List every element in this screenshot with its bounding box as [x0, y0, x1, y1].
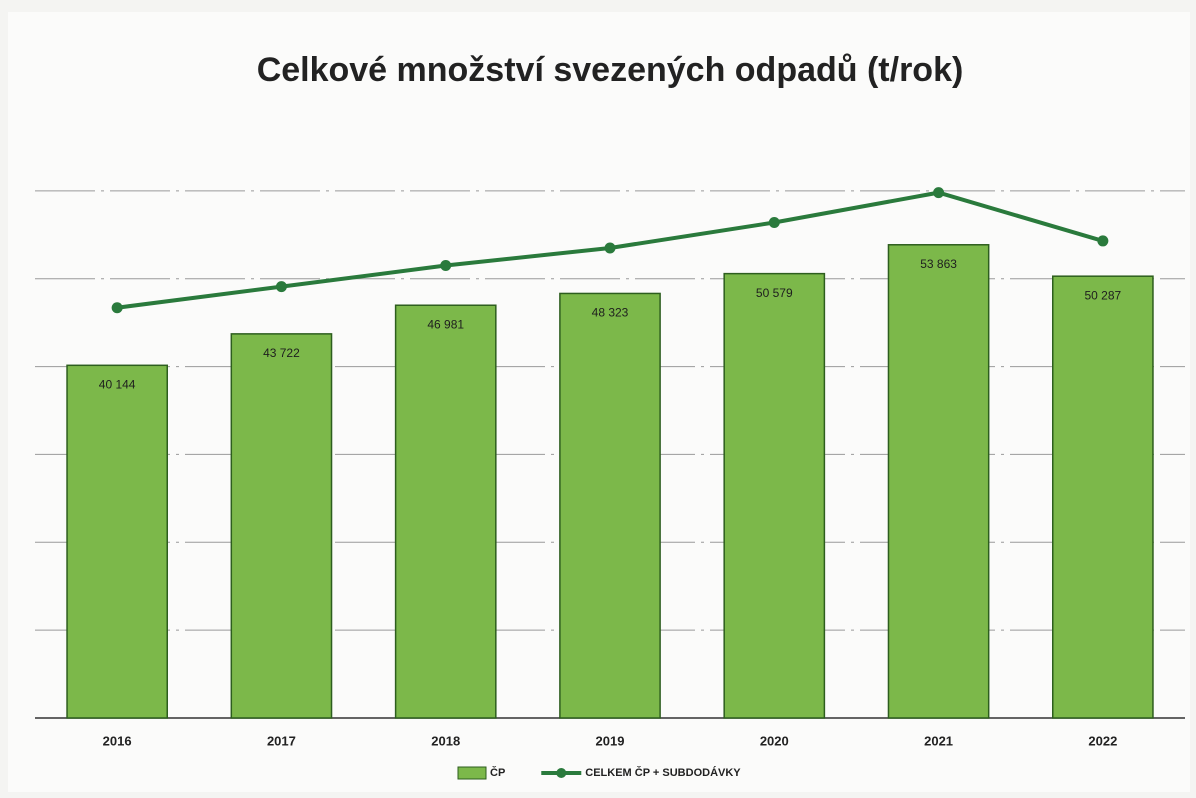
- x-tick-label: 2016: [103, 733, 132, 748]
- line-marker: [440, 260, 452, 272]
- data-label: 48 323: [592, 306, 629, 320]
- legend-swatch: [556, 768, 567, 778]
- bar: [887, 244, 990, 719]
- chart-title: Celkové množství svezených odpadů (t/rok…: [257, 51, 964, 89]
- line-marker: [933, 187, 945, 199]
- line-marker: [768, 216, 780, 228]
- bar: [1052, 275, 1154, 719]
- data-label: 53 863: [920, 257, 957, 271]
- line-marker: [275, 281, 287, 293]
- line-marker: [604, 242, 616, 254]
- x-tick-label: 2021: [924, 733, 953, 748]
- bar: [394, 304, 497, 719]
- legend-label: CELKEM ČP + SUBDODÁVKY: [585, 766, 741, 779]
- bar: [66, 364, 168, 719]
- bar: [723, 272, 826, 719]
- x-tick-label: 2017: [267, 733, 296, 748]
- data-label: 46 981: [427, 317, 464, 331]
- legend-swatch: [457, 766, 487, 780]
- bar: [230, 333, 333, 719]
- x-tick-label: 2022: [1088, 733, 1117, 748]
- line-marker: [111, 302, 123, 314]
- data-label: 50 579: [756, 286, 793, 300]
- x-tick-label: 2019: [596, 733, 625, 748]
- x-tick-label: 2020: [760, 733, 789, 748]
- data-label: 50 287: [1085, 288, 1122, 302]
- bar: [559, 292, 661, 719]
- data-label: 40 144: [99, 377, 136, 391]
- line-marker: [1097, 235, 1109, 247]
- legend-label: ČP: [490, 766, 505, 779]
- x-tick-label: 2018: [431, 733, 460, 748]
- data-label: 43 722: [263, 346, 300, 360]
